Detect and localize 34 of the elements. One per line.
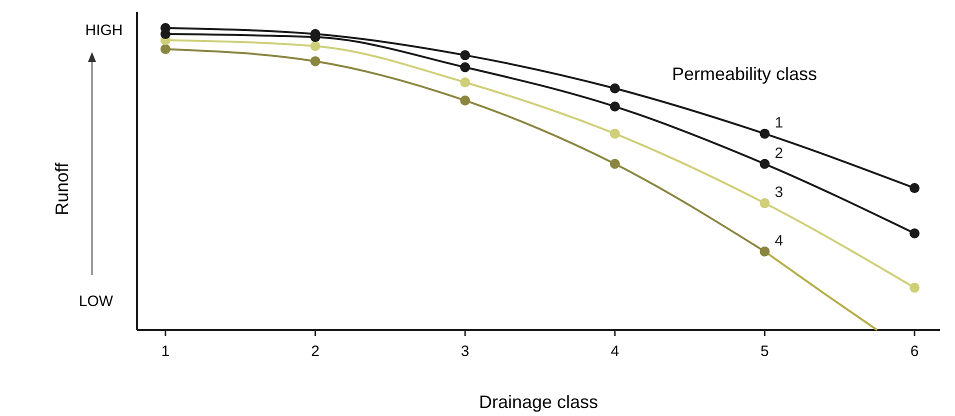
point [910,183,920,194]
series-label: 4 [774,232,784,250]
point [910,228,920,238]
x-tick-label: 1 [161,343,170,360]
series-label: 3 [774,184,784,202]
point [160,44,170,54]
point [460,50,470,60]
point [760,128,770,139]
point [460,62,470,72]
x-tick-label: 2 [311,343,320,360]
x-tick-label: 3 [460,343,470,360]
point [460,95,470,106]
text: LOW [78,293,114,310]
point [910,282,920,293]
point [760,158,770,169]
point [610,83,620,94]
x-tick-label: 6 [910,343,919,360]
text: HIGH [85,22,123,39]
point [310,56,320,66]
y-axis-title: Runoff [52,162,72,216]
point [610,102,620,112]
x-tick-label: 4 [610,343,620,360]
point [760,198,770,208]
point [610,128,620,139]
x-axis-title: Drainage class [478,392,598,412]
point [160,23,170,33]
series-label: 1 [774,114,784,132]
point [610,158,620,169]
series-label: 2 [774,144,784,162]
legend-title: Permeability class [672,64,818,84]
x-tick-label: 5 [760,343,769,360]
point [310,41,320,52]
point [760,246,770,256]
point [460,77,470,88]
